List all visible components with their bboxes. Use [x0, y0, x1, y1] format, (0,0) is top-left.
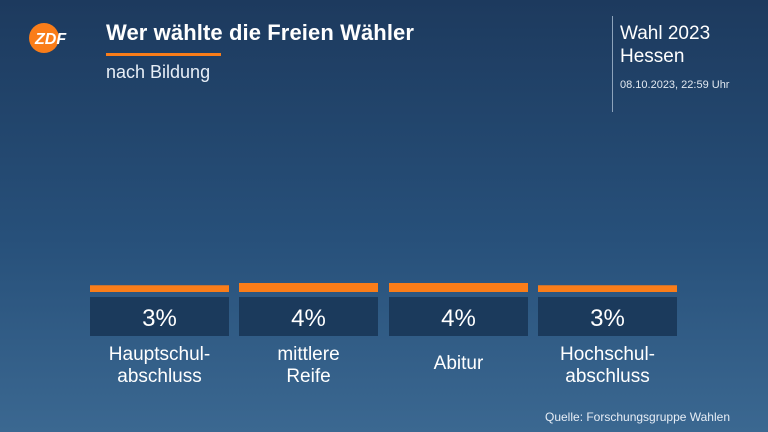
election-title: Wahl 2023 — [620, 23, 711, 44]
value-box-0 — [90, 297, 229, 336]
source-note: Quelle: Forschungsgruppe Wahlen — [545, 410, 730, 424]
chart-title: Wer wählte die Freien Wähler — [106, 20, 415, 45]
bar-0 — [90, 285, 229, 292]
title-underline — [106, 53, 221, 56]
election-info: Wahl 2023 Hessen — [620, 22, 710, 68]
zdf-logo-icon: ZDF — [29, 23, 67, 53]
value-box-1 — [239, 297, 378, 336]
category-label-2: Abitur — [434, 353, 484, 374]
data-label-2: 4% — [441, 305, 476, 332]
timestamp: 08.10.2023, 22:59 Uhr — [620, 79, 730, 91]
chart-subtitle: nach Bildung — [106, 62, 211, 82]
bar-2 — [389, 283, 528, 292]
data-label-1: 4% — [291, 305, 326, 332]
election-region: Hessen — [620, 46, 685, 67]
bar-3 — [538, 285, 677, 292]
logo-text: ZDF — [34, 31, 67, 48]
value-box-3 — [538, 297, 677, 336]
header-divider — [612, 16, 613, 112]
category-label-1: mittlere Reife — [277, 344, 339, 387]
value-box-2 — [389, 297, 528, 336]
category-label-0: Hauptschul-abschluss — [109, 344, 210, 387]
data-label-3: 3% — [590, 305, 625, 332]
data-label-0: 3% — [142, 305, 177, 332]
category-label-3: Hochschul-abschluss — [560, 344, 655, 387]
bar-1 — [239, 283, 378, 292]
